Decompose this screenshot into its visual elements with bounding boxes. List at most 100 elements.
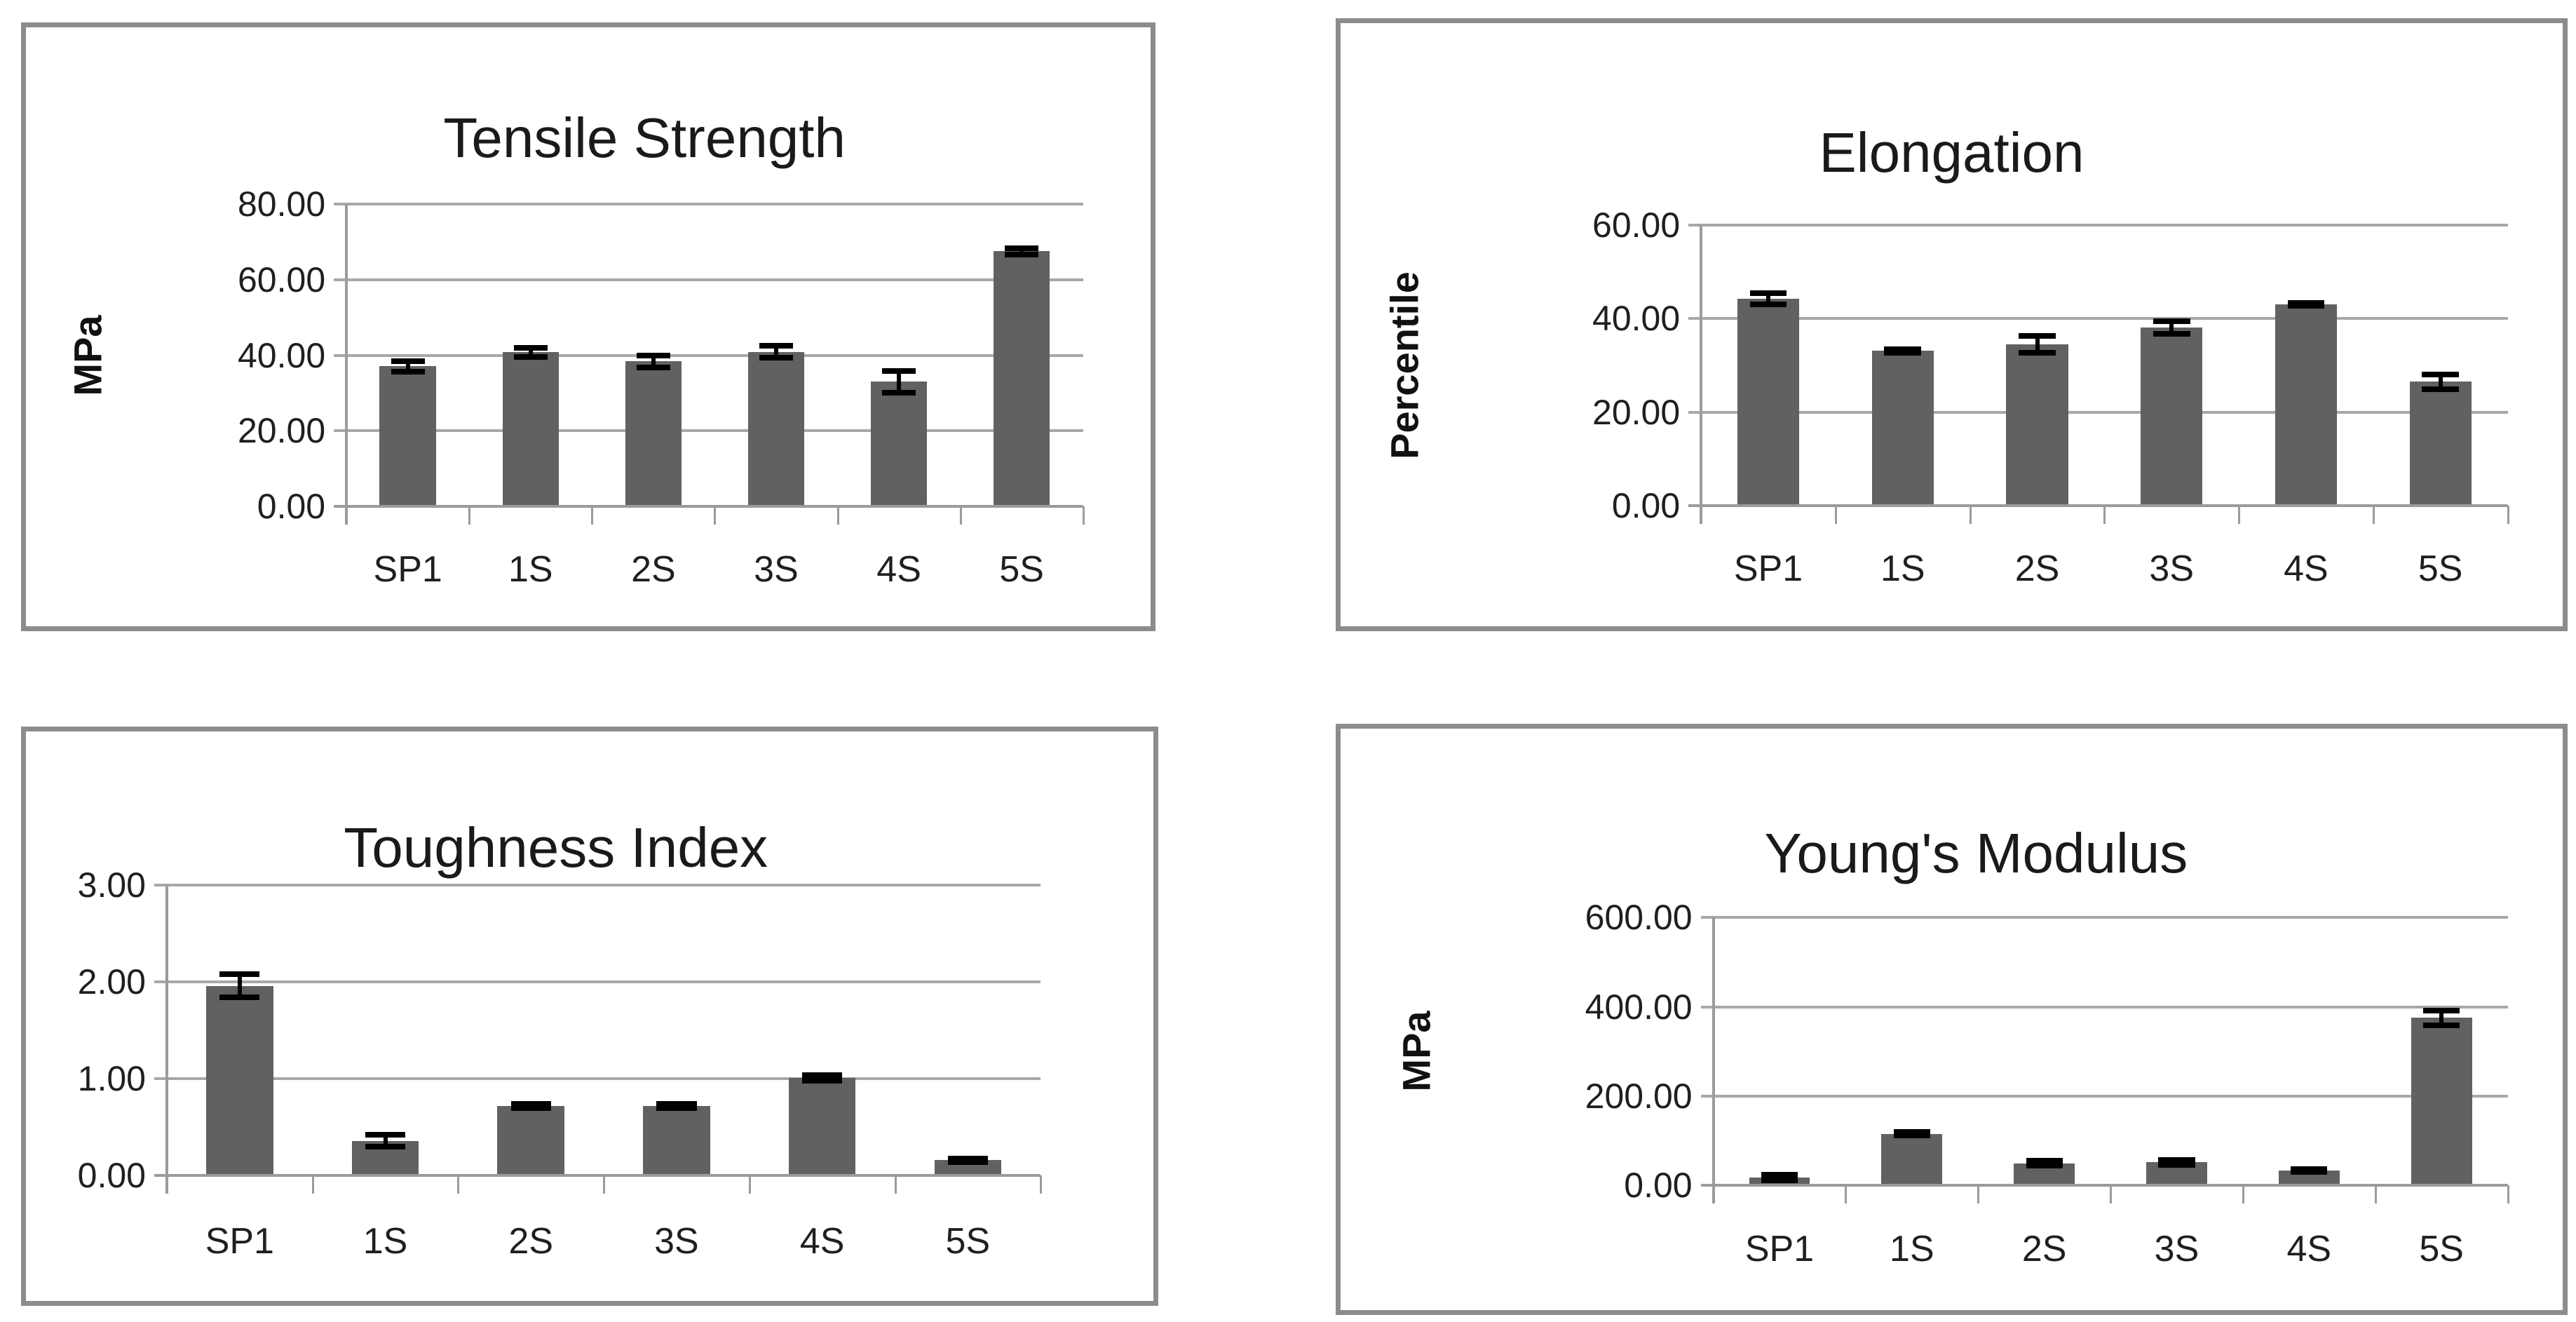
error-bar-cap-bottom <box>365 1143 406 1149</box>
error-bar-cap-top <box>2158 1157 2195 1164</box>
bar-4S <box>788 1077 856 1176</box>
error-bar-stem <box>897 370 902 393</box>
bar-3S <box>747 351 805 507</box>
x-axis-tick <box>1977 1185 1980 1203</box>
bar-1S <box>1881 1133 1943 1185</box>
error-bar-cap-bottom <box>636 364 671 370</box>
error-bar-cap-top <box>1005 245 1039 251</box>
category-label: 2S <box>2021 1228 2067 1269</box>
error-bar-cap-top <box>656 1101 697 1107</box>
chart-panel-toughness-index: Toughness Index 0.00 1.00 2.00 3.00 SP1 1S 2S 3S… <box>21 727 1158 1306</box>
bar-2S <box>497 1105 564 1176</box>
error-bar-cap-top <box>2153 318 2190 325</box>
y-axis-tick <box>154 1174 167 1178</box>
y-axis-line <box>1700 225 1703 524</box>
category-label: 3S <box>754 548 799 590</box>
y-tick-label: 20.00 <box>238 411 326 451</box>
error-bar-cap-top <box>636 352 671 358</box>
y-axis-line <box>345 203 348 525</box>
category-label: 4S <box>2286 1228 2332 1269</box>
error-bar-cap-top <box>513 344 548 351</box>
bar-2S <box>625 361 682 507</box>
chart-panel-youngs-modulus: Young's Modulus MPa 0.00 200.00 400.00 600.00… <box>1336 724 2568 1315</box>
x-axis-tick <box>2507 1185 2509 1203</box>
category-label: SP1 <box>1744 1228 1815 1269</box>
y-axis-title: Percentile <box>1382 271 1427 459</box>
error-bar-cap-bottom <box>2422 386 2460 393</box>
error-bar-cap-top <box>2423 1007 2460 1013</box>
y-axis-tick <box>1700 1183 1714 1187</box>
error-bar-cap-top <box>510 1101 551 1107</box>
error-bar-cap-bottom <box>2153 330 2190 337</box>
x-axis-tick <box>2238 506 2241 524</box>
error-bar-cap-bottom <box>1749 302 1787 308</box>
category-label: 2S <box>508 1220 554 1262</box>
chart-panel-elongation: Elongation Percentile 0.00 20.00 40.00 60.00 S… <box>1336 18 2568 631</box>
category-label: 1S <box>508 548 553 590</box>
error-bar-cap-bottom <box>1761 1177 1798 1183</box>
y-tick-label: 0.00 <box>1624 1165 1693 1205</box>
bar-1S <box>1871 351 1934 506</box>
error-bar-stem <box>1019 248 1024 255</box>
x-axis-tick <box>2507 506 2509 524</box>
gridline <box>1688 224 2508 227</box>
gridline <box>154 884 1041 887</box>
error-bar-cap-top <box>801 1072 843 1078</box>
bar-5S <box>2409 382 2472 506</box>
y-tick-label: 1.00 <box>77 1059 146 1099</box>
category-label: 4S <box>799 1220 845 1262</box>
chart-title: Toughness Index <box>344 816 768 879</box>
bar-5S <box>2411 1018 2472 1185</box>
x-axis-tick <box>2110 1185 2113 1203</box>
chart-title: Young's Modulus <box>1764 822 2188 885</box>
error-bar-cap-top <box>1749 290 1787 297</box>
y-tick-label: 0.00 <box>1611 486 1681 525</box>
error-bar-cap-bottom <box>1884 350 1922 356</box>
gridline <box>334 202 1083 205</box>
error-bar-stem <box>383 1135 388 1147</box>
x-axis-tick <box>1845 1185 1848 1203</box>
bar-SP1 <box>206 985 273 1176</box>
category-label: SP1 <box>205 1220 274 1262</box>
error-bar-cap-bottom <box>759 355 794 361</box>
error-bar-cap-bottom <box>2287 303 2325 309</box>
error-bar-stem <box>237 974 242 998</box>
gridline <box>1700 1005 2508 1009</box>
y-axis-tick <box>334 505 347 508</box>
category-label: 5S <box>2418 548 2463 590</box>
error-bar-stem <box>774 346 778 358</box>
category-label: 2S <box>631 548 676 590</box>
error-bar-cap-bottom <box>2158 1161 2195 1168</box>
y-axis-title: MPa <box>1394 1011 1439 1092</box>
error-bar-cap-bottom <box>656 1105 697 1111</box>
category-label: 3S <box>654 1220 699 1262</box>
category-label: 1S <box>362 1220 408 1262</box>
x-axis-tick <box>603 1175 606 1194</box>
error-bar-cap-bottom <box>2026 1163 2063 1169</box>
x-axis-tick <box>2372 506 2375 524</box>
error-bar-cap-bottom <box>510 1105 551 1111</box>
x-axis-tick <box>1834 506 1837 524</box>
error-bar-cap-top <box>1893 1129 1930 1135</box>
category-label: 1S <box>1880 548 1925 590</box>
gridline <box>334 353 1083 357</box>
category-label: 3S <box>2149 548 2195 590</box>
bar-3S <box>2141 328 2203 506</box>
y-tick-label: 3.00 <box>77 865 146 905</box>
y-tick-label: 60.00 <box>238 259 326 299</box>
category-label: 5S <box>999 548 1044 590</box>
error-bar-stem <box>651 355 656 367</box>
error-bar-cap-bottom <box>513 353 548 360</box>
category-label: 5S <box>2419 1228 2464 1269</box>
bar-3S <box>643 1105 710 1176</box>
error-bar-cap-bottom <box>2019 350 2056 356</box>
error-bar-stem <box>1766 293 1771 305</box>
gridline <box>334 429 1083 433</box>
error-bar-stem <box>2439 1010 2444 1026</box>
error-bar-cap-bottom <box>947 1159 988 1166</box>
error-bar-cap-bottom <box>2291 1168 2328 1175</box>
y-tick-label: 400.00 <box>1585 987 1693 1027</box>
category-label: SP1 <box>1733 548 1803 590</box>
error-bar-stem <box>2169 321 2174 334</box>
